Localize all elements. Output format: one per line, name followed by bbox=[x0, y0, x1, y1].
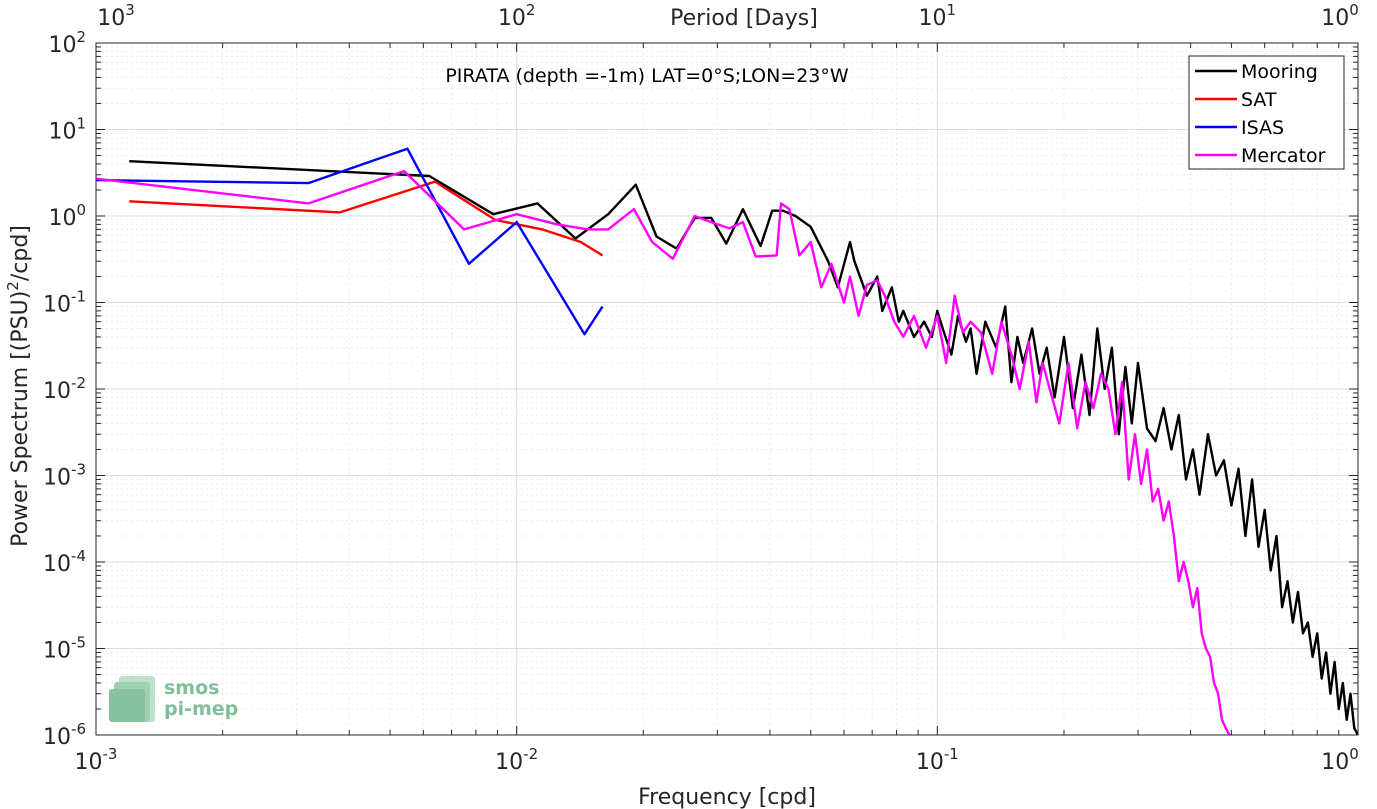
top-x-axis-label: Period [Days] bbox=[670, 6, 818, 31]
top-x-tick-label: 102 bbox=[498, 1, 536, 31]
ticks bbox=[95, 42, 1359, 736]
legend: Mooring SAT ISAS Mercator bbox=[1188, 55, 1345, 170]
legend-items: Mooring SAT ISAS Mercator bbox=[1195, 61, 1326, 167]
grid bbox=[95, 43, 1358, 736]
y-tick-label: 10-3 bbox=[43, 461, 86, 491]
x-tick-label: 10-2 bbox=[495, 745, 538, 775]
y-tick-label: 10-1 bbox=[43, 288, 86, 318]
top-x-tick-label: 100 bbox=[1321, 1, 1359, 31]
series-lines bbox=[95, 147, 1360, 736]
x-tick-label: 100 bbox=[1321, 745, 1359, 775]
legend-label-mooring: Mooring bbox=[1241, 61, 1318, 83]
logo-mark-front bbox=[109, 689, 145, 722]
logo-text-pi-mep: pi-mep bbox=[164, 698, 238, 720]
y-tick-label: 101 bbox=[48, 115, 86, 145]
y-tick-label: 10-2 bbox=[43, 374, 86, 404]
series-line-isas bbox=[95, 147, 604, 336]
y-tick-label: 10-4 bbox=[43, 547, 86, 577]
legend-label-isas: ISAS bbox=[1241, 117, 1284, 139]
x-tick-label: 10-1 bbox=[916, 745, 959, 775]
legend-box bbox=[1188, 55, 1345, 170]
y-axis-label-base: Power Spectrum [(PSU) bbox=[8, 291, 33, 547]
x-axis-label: Frequency [cpd] bbox=[638, 785, 816, 809]
legend-label-sat: SAT bbox=[1241, 89, 1277, 111]
legend-label-mercator: Mercator bbox=[1241, 145, 1326, 167]
top-x-tick-label: 103 bbox=[97, 1, 135, 31]
y-tick-label: 10-6 bbox=[43, 720, 86, 750]
logo-text-smos: smos bbox=[164, 677, 219, 699]
chart-title: PIRATA (depth =-1m) LAT=0°S;LON=23°W bbox=[445, 65, 849, 87]
tick-labels: 10-3 10-2 10-1 100 10-6 10-5 10-4 10-3 10-2 10-1 1… bbox=[43, 1, 1359, 775]
y-axis-label-exponent: 2 bbox=[4, 281, 22, 291]
y-tick-label: 100 bbox=[48, 201, 86, 231]
series-line-mooring bbox=[129, 160, 1360, 736]
y-tick-label: 10-5 bbox=[43, 634, 86, 664]
y-tick-label: 102 bbox=[48, 28, 86, 58]
y-axis-label: Power Spectrum [(PSU)2/cpd] bbox=[4, 225, 33, 547]
top-x-tick-label: 101 bbox=[919, 1, 957, 31]
series-line-mercator bbox=[95, 169, 1231, 736]
x-tick-label: 10-3 bbox=[75, 745, 118, 775]
smos-pi-mep-logo: smos pi-mep bbox=[109, 676, 238, 722]
y-axis-label-tail: /cpd] bbox=[8, 225, 33, 281]
